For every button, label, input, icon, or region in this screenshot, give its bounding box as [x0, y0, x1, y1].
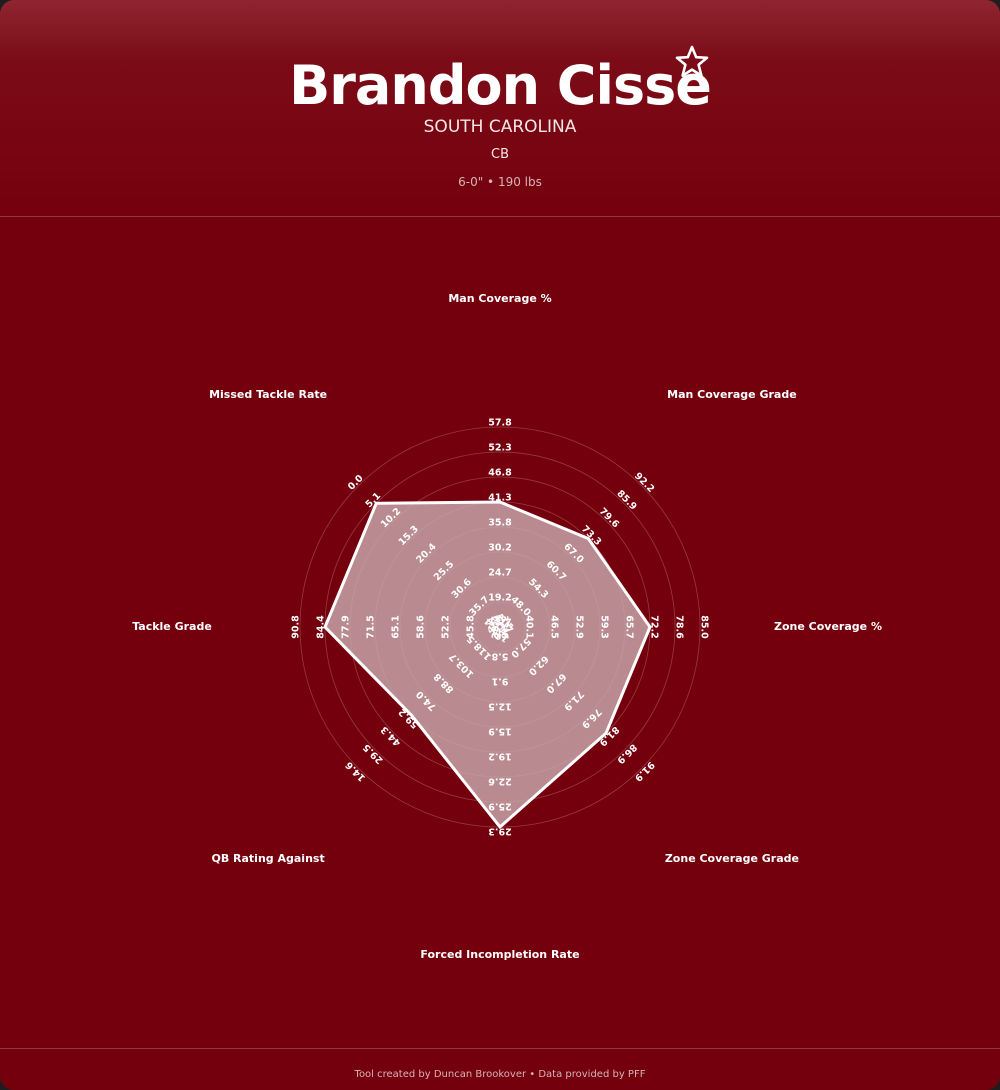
- tick-label: 90.8: [291, 615, 302, 639]
- tick-label: 52.2: [441, 615, 452, 638]
- tick-label: 41.3: [488, 493, 511, 504]
- tick-label: 85.0: [699, 615, 710, 639]
- tick-label: 44.3: [379, 724, 403, 748]
- tick-label: 13.7: [488, 618, 511, 629]
- tick-label: 46.8: [488, 468, 512, 479]
- tick-label: 33.6: [499, 615, 510, 639]
- player-position: CB: [491, 147, 509, 162]
- tick-label: 91.9: [632, 759, 656, 783]
- footer-credit: Tool created by Duncan Brookover • Data …: [354, 1069, 646, 1080]
- axis-label: Zone Coverage %: [774, 620, 882, 633]
- tick-label: 72.2: [649, 615, 660, 638]
- tick-label: 57.8: [488, 418, 512, 429]
- tick-label: 71.5: [366, 615, 377, 638]
- tick-label: 78.6: [674, 615, 685, 639]
- axis-label: Forced Incompletion Rate: [420, 948, 579, 961]
- player-header: Brandon Cisse SOUTH CAROLINA CB 6-0" • 1…: [0, 0, 1000, 217]
- tick-label: 65.7: [624, 615, 635, 638]
- radar-chart-area: 13.7 19.2 24.7 30.2 35.8 41.3 46.8 52.3 57.8 41.7…: [0, 217, 1000, 1047]
- tick-label: 19.2: [488, 593, 511, 604]
- tick-label: 84.4: [316, 615, 327, 639]
- tick-label: 40.1: [524, 615, 535, 638]
- tick-label: 45.8: [466, 615, 477, 639]
- tick-label: 46.5: [549, 615, 560, 638]
- tick-label: 14.6: [343, 759, 368, 784]
- tick-label: 79.6: [597, 506, 622, 531]
- tick-label: 5.8: [491, 651, 508, 662]
- tick-label: 86.9: [614, 741, 638, 765]
- tick-label: 30.2: [488, 543, 511, 554]
- tick-label: 25.9: [488, 801, 511, 812]
- tick-label: 24.7: [488, 568, 511, 579]
- axis-label: Missed Tackle Rate: [209, 388, 327, 401]
- axis-label: Man Coverage Grade: [667, 388, 797, 401]
- tick-label: 35.8: [488, 518, 512, 529]
- axis-label: Tackle Grade: [132, 620, 212, 633]
- tick-label: 52.9: [574, 615, 585, 638]
- axis-label: QB Rating Against: [211, 852, 324, 865]
- tick-label: 52.3: [488, 443, 511, 454]
- tick-label: 12.5: [488, 701, 511, 712]
- tick-label: 0.0: [346, 473, 366, 493]
- axis-label: Zone Coverage Grade: [665, 852, 799, 865]
- axis-label: Man Coverage %: [448, 292, 551, 305]
- player-name: Brandon Cisse: [289, 54, 712, 117]
- footer: Tool created by Duncan Brookover • Data …: [0, 1048, 1000, 1090]
- tick-label: 19.2: [488, 751, 511, 762]
- tick-label: 77.9: [341, 615, 352, 638]
- star-outline-icon[interactable]: [674, 44, 710, 80]
- tick-label: 15.9: [488, 726, 511, 737]
- player-measurements: 6-0" • 190 lbs: [458, 175, 542, 189]
- tick-label: 39.4: [491, 615, 502, 639]
- data-polygon: [323, 500, 652, 830]
- tick-label: 58.6: [416, 615, 427, 639]
- tick-label: 59.3: [599, 615, 610, 638]
- school-name: SOUTH CAROLINA: [423, 117, 577, 137]
- tick-label: 29.3: [488, 826, 511, 837]
- tick-label: 85.9: [614, 488, 638, 512]
- radar-chart: 13.719.224.730.235.841.346.852.357.841.7…: [132, 292, 882, 961]
- tick-label: 29.5: [361, 741, 385, 765]
- tick-label: 9.1: [492, 676, 509, 687]
- tick-label: 65.1: [391, 615, 402, 638]
- tick-label: 22.6: [488, 776, 512, 787]
- tick-label: 2.4: [491, 626, 508, 637]
- tick-label: 92.2: [632, 471, 656, 495]
